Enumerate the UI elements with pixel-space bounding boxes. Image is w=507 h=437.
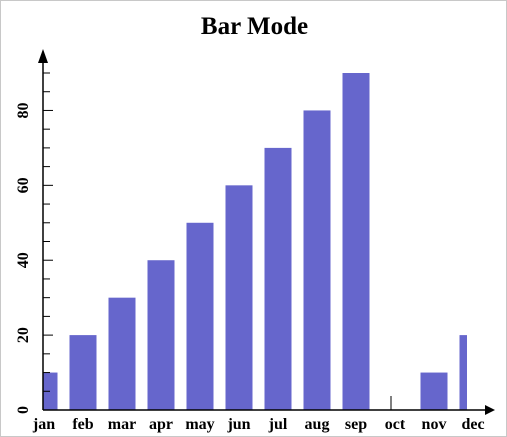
x-tick-label-feb: feb [72,416,93,433]
bar-sep [342,73,370,410]
y-tick-label-60: 60 [15,177,32,193]
y-tick-label-40: 40 [15,252,32,268]
x-axis-arrow [485,405,495,415]
bar-nov [420,372,448,410]
bar-jun [225,185,253,410]
x-tick-label-dec: dec [461,416,484,433]
axes-layer [38,49,495,415]
bar-mar [108,297,136,410]
x-tick-label-apr: apr [149,416,173,433]
x-tick-label-nov: nov [422,416,447,433]
labels-layer: 0 20 40 60 80 jan feb mar apr may jun jul aug sep oct n… [15,102,485,433]
x-tick-label-oct: oct [385,416,406,433]
x-tick-label-jan: jan [32,416,55,433]
bar-aug [303,110,331,410]
bar-feb [69,335,97,410]
x-tick-label-mar: mar [108,416,136,433]
bar-dec [459,335,467,410]
y-axis-arrow [38,49,48,63]
x-tick-label-aug: aug [305,416,330,433]
y-tick-label-80: 80 [15,102,32,118]
x-tick-label-may: may [185,416,214,433]
bar-may [186,222,214,410]
x-tick-label-sep: sep [345,416,367,433]
y-tick-label-20: 20 [15,327,32,343]
chart-title: Bar Mode [200,13,309,40]
bar-jan [43,372,58,410]
bar-jul [264,147,292,410]
bars-layer [43,73,467,410]
y-tick-label-0: 0 [15,406,32,414]
x-tick-label-jun: jun [226,416,250,433]
x-tick-label-jul: jul [268,416,288,433]
bar-apr [147,260,175,410]
